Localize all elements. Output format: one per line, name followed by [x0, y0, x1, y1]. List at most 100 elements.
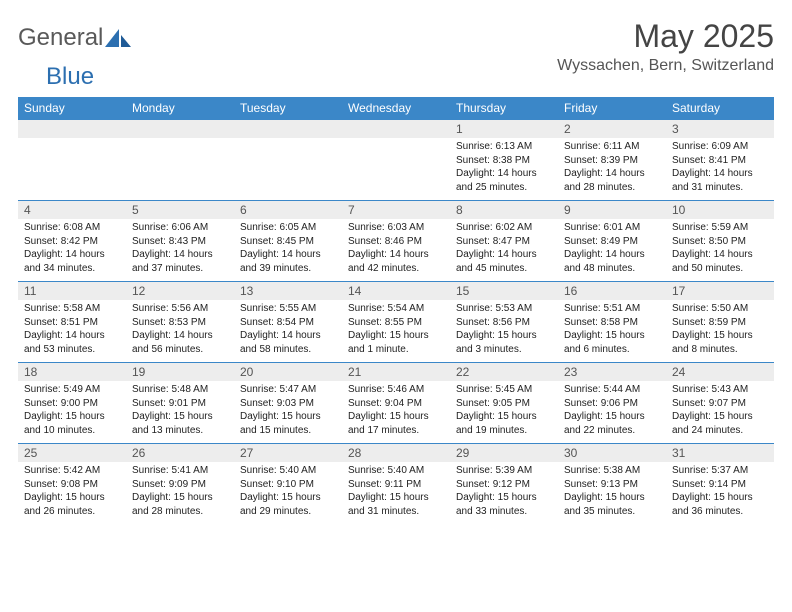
calendar-row: 1Sunrise: 6:13 AMSunset: 8:38 PMDaylight…	[18, 120, 774, 201]
calendar-cell: 27Sunrise: 5:40 AMSunset: 9:10 PMDayligh…	[234, 444, 342, 525]
daylight-text: Daylight: 14 hours and 53 minutes.	[24, 329, 120, 356]
day-number: 22	[450, 363, 558, 381]
day-content: Sunrise: 5:51 AMSunset: 8:58 PMDaylight:…	[558, 300, 666, 362]
daylight-text: Daylight: 15 hours and 24 minutes.	[672, 410, 768, 437]
daylight-text: Daylight: 14 hours and 39 minutes.	[240, 248, 336, 275]
daylight-text: Daylight: 14 hours and 34 minutes.	[24, 248, 120, 275]
day-content	[234, 138, 342, 198]
day-content: Sunrise: 6:09 AMSunset: 8:41 PMDaylight:…	[666, 138, 774, 200]
calendar-cell: 6Sunrise: 6:05 AMSunset: 8:45 PMDaylight…	[234, 201, 342, 282]
sunset-text: Sunset: 9:11 PM	[348, 478, 444, 492]
calendar-cell: 16Sunrise: 5:51 AMSunset: 8:58 PMDayligh…	[558, 282, 666, 363]
calendar-row: 4Sunrise: 6:08 AMSunset: 8:42 PMDaylight…	[18, 201, 774, 282]
calendar-cell	[234, 120, 342, 201]
day-number: 29	[450, 444, 558, 462]
day-number: 8	[450, 201, 558, 219]
day-content: Sunrise: 5:49 AMSunset: 9:00 PMDaylight:…	[18, 381, 126, 443]
calendar-row: 11Sunrise: 5:58 AMSunset: 8:51 PMDayligh…	[18, 282, 774, 363]
weekday-header: Thursday	[450, 97, 558, 120]
sunrise-text: Sunrise: 6:08 AM	[24, 221, 120, 235]
sunrise-text: Sunrise: 5:59 AM	[672, 221, 768, 235]
daylight-text: Daylight: 15 hours and 33 minutes.	[456, 491, 552, 518]
day-content: Sunrise: 6:11 AMSunset: 8:39 PMDaylight:…	[558, 138, 666, 200]
daylight-text: Daylight: 14 hours and 37 minutes.	[132, 248, 228, 275]
weekday-header: Sunday	[18, 97, 126, 120]
sunrise-text: Sunrise: 5:55 AM	[240, 302, 336, 316]
daylight-text: Daylight: 15 hours and 3 minutes.	[456, 329, 552, 356]
day-content: Sunrise: 5:56 AMSunset: 8:53 PMDaylight:…	[126, 300, 234, 362]
calendar-cell: 20Sunrise: 5:47 AMSunset: 9:03 PMDayligh…	[234, 363, 342, 444]
sunset-text: Sunset: 8:45 PM	[240, 235, 336, 249]
day-content: Sunrise: 5:47 AMSunset: 9:03 PMDaylight:…	[234, 381, 342, 443]
calendar-cell: 30Sunrise: 5:38 AMSunset: 9:13 PMDayligh…	[558, 444, 666, 525]
day-content: Sunrise: 5:55 AMSunset: 8:54 PMDaylight:…	[234, 300, 342, 362]
calendar-cell: 2Sunrise: 6:11 AMSunset: 8:39 PMDaylight…	[558, 120, 666, 201]
day-content	[342, 138, 450, 198]
sunset-text: Sunset: 9:04 PM	[348, 397, 444, 411]
calendar-cell: 26Sunrise: 5:41 AMSunset: 9:09 PMDayligh…	[126, 444, 234, 525]
sunrise-text: Sunrise: 5:44 AM	[564, 383, 660, 397]
day-number: 30	[558, 444, 666, 462]
day-content: Sunrise: 5:42 AMSunset: 9:08 PMDaylight:…	[18, 462, 126, 524]
location-text: Wyssachen, Bern, Switzerland	[557, 57, 774, 75]
daylight-text: Daylight: 14 hours and 28 minutes.	[564, 167, 660, 194]
day-content: Sunrise: 5:46 AMSunset: 9:04 PMDaylight:…	[342, 381, 450, 443]
calendar-cell: 28Sunrise: 5:40 AMSunset: 9:11 PMDayligh…	[342, 444, 450, 525]
sunrise-text: Sunrise: 5:41 AM	[132, 464, 228, 478]
day-content: Sunrise: 5:41 AMSunset: 9:09 PMDaylight:…	[126, 462, 234, 524]
day-number: 18	[18, 363, 126, 381]
daylight-text: Daylight: 14 hours and 42 minutes.	[348, 248, 444, 275]
sunset-text: Sunset: 8:58 PM	[564, 316, 660, 330]
sunset-text: Sunset: 9:09 PM	[132, 478, 228, 492]
calendar-cell: 7Sunrise: 6:03 AMSunset: 8:46 PMDaylight…	[342, 201, 450, 282]
day-content: Sunrise: 5:40 AMSunset: 9:11 PMDaylight:…	[342, 462, 450, 524]
day-number: 15	[450, 282, 558, 300]
daylight-text: Daylight: 15 hours and 28 minutes.	[132, 491, 228, 518]
sunset-text: Sunset: 8:49 PM	[564, 235, 660, 249]
day-number: 16	[558, 282, 666, 300]
calendar-cell: 8Sunrise: 6:02 AMSunset: 8:47 PMDaylight…	[450, 201, 558, 282]
calendar-cell	[18, 120, 126, 201]
day-number: 9	[558, 201, 666, 219]
day-content: Sunrise: 5:54 AMSunset: 8:55 PMDaylight:…	[342, 300, 450, 362]
day-number	[234, 120, 342, 138]
day-content: Sunrise: 6:03 AMSunset: 8:46 PMDaylight:…	[342, 219, 450, 281]
daylight-text: Daylight: 14 hours and 58 minutes.	[240, 329, 336, 356]
daylight-text: Daylight: 15 hours and 1 minute.	[348, 329, 444, 356]
day-content: Sunrise: 5:43 AMSunset: 9:07 PMDaylight:…	[666, 381, 774, 443]
daylight-text: Daylight: 15 hours and 19 minutes.	[456, 410, 552, 437]
calendar-cell: 9Sunrise: 6:01 AMSunset: 8:49 PMDaylight…	[558, 201, 666, 282]
daylight-text: Daylight: 15 hours and 17 minutes.	[348, 410, 444, 437]
weekday-row: Sunday Monday Tuesday Wednesday Thursday…	[18, 97, 774, 120]
day-number: 13	[234, 282, 342, 300]
sunset-text: Sunset: 9:08 PM	[24, 478, 120, 492]
daylight-text: Daylight: 15 hours and 31 minutes.	[348, 491, 444, 518]
day-content: Sunrise: 5:40 AMSunset: 9:10 PMDaylight:…	[234, 462, 342, 524]
sunrise-text: Sunrise: 5:58 AM	[24, 302, 120, 316]
sunset-text: Sunset: 9:05 PM	[456, 397, 552, 411]
daylight-text: Daylight: 14 hours and 50 minutes.	[672, 248, 768, 275]
sunset-text: Sunset: 9:10 PM	[240, 478, 336, 492]
sunrise-text: Sunrise: 6:06 AM	[132, 221, 228, 235]
sunrise-text: Sunrise: 6:11 AM	[564, 140, 660, 154]
calendar-cell: 22Sunrise: 5:45 AMSunset: 9:05 PMDayligh…	[450, 363, 558, 444]
sunset-text: Sunset: 8:59 PM	[672, 316, 768, 330]
day-number: 17	[666, 282, 774, 300]
sunset-text: Sunset: 9:03 PM	[240, 397, 336, 411]
day-number: 7	[342, 201, 450, 219]
day-content: Sunrise: 6:02 AMSunset: 8:47 PMDaylight:…	[450, 219, 558, 281]
day-number: 12	[126, 282, 234, 300]
sunrise-text: Sunrise: 5:50 AM	[672, 302, 768, 316]
daylight-text: Daylight: 15 hours and 36 minutes.	[672, 491, 768, 518]
daylight-text: Daylight: 15 hours and 22 minutes.	[564, 410, 660, 437]
day-number: 21	[342, 363, 450, 381]
calendar-cell: 18Sunrise: 5:49 AMSunset: 9:00 PMDayligh…	[18, 363, 126, 444]
daylight-text: Daylight: 15 hours and 13 minutes.	[132, 410, 228, 437]
day-number: 10	[666, 201, 774, 219]
daylight-text: Daylight: 15 hours and 15 minutes.	[240, 410, 336, 437]
day-content: Sunrise: 5:58 AMSunset: 8:51 PMDaylight:…	[18, 300, 126, 362]
daylight-text: Daylight: 15 hours and 26 minutes.	[24, 491, 120, 518]
sunset-text: Sunset: 8:50 PM	[672, 235, 768, 249]
calendar-row: 18Sunrise: 5:49 AMSunset: 9:00 PMDayligh…	[18, 363, 774, 444]
sunset-text: Sunset: 9:00 PM	[24, 397, 120, 411]
